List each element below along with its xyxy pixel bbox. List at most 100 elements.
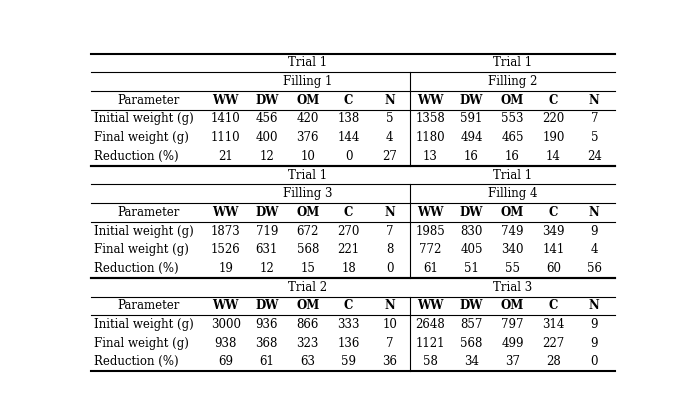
Text: 9: 9 [591,225,598,238]
Text: OM: OM [296,299,320,313]
Text: DW: DW [255,299,279,313]
Text: 69: 69 [218,355,233,368]
Text: 772: 772 [419,243,442,256]
Text: N: N [589,299,600,313]
Text: 1358: 1358 [416,112,445,125]
Text: DW: DW [460,94,483,107]
Text: 553: 553 [501,112,523,125]
Text: WW: WW [417,94,444,107]
Text: N: N [589,94,600,107]
Text: 270: 270 [338,225,360,238]
Text: 56: 56 [587,262,602,275]
Text: 797: 797 [501,318,523,331]
Text: 61: 61 [423,262,438,275]
Text: 568: 568 [460,337,483,350]
Text: 61: 61 [259,355,274,368]
Text: 368: 368 [256,337,278,350]
Text: WW: WW [213,299,239,313]
Text: WW: WW [213,206,239,219]
Text: Initial weight (g): Initial weight (g) [94,318,193,331]
Text: 1410: 1410 [211,112,241,125]
Text: 227: 227 [542,337,565,350]
Text: 12: 12 [259,150,274,163]
Text: 9: 9 [591,337,598,350]
Text: 37: 37 [505,355,520,368]
Text: 220: 220 [542,112,565,125]
Text: 400: 400 [255,131,278,144]
Text: 59: 59 [341,355,356,368]
Text: Trial 3: Trial 3 [493,281,532,294]
Text: 21: 21 [218,150,233,163]
Text: 1180: 1180 [416,131,445,144]
Text: 24: 24 [587,150,602,163]
Text: N: N [384,206,395,219]
Text: 349: 349 [542,225,565,238]
Text: 631: 631 [256,243,278,256]
Text: 13: 13 [423,150,438,163]
Text: Initial weight (g): Initial weight (g) [94,225,193,238]
Text: 314: 314 [542,318,565,331]
Text: 1526: 1526 [211,243,241,256]
Text: 3000: 3000 [211,318,241,331]
Text: 465: 465 [501,131,523,144]
Text: Parameter: Parameter [117,94,180,107]
Text: Trial 1: Trial 1 [493,168,532,181]
Text: C: C [344,299,353,313]
Text: 0: 0 [345,150,353,163]
Text: 405: 405 [460,243,483,256]
Text: 456: 456 [255,112,278,125]
Text: 830: 830 [460,225,483,238]
Text: 9: 9 [591,318,598,331]
Text: WW: WW [417,206,444,219]
Text: 136: 136 [338,337,360,350]
Text: 190: 190 [542,131,565,144]
Text: C: C [549,299,558,313]
Text: Final weight (g): Final weight (g) [94,243,189,256]
Text: 10: 10 [300,150,315,163]
Text: N: N [589,206,600,219]
Text: Reduction (%): Reduction (%) [94,150,178,163]
Text: 4: 4 [591,243,598,256]
Text: 494: 494 [460,131,483,144]
Text: 141: 141 [542,243,565,256]
Text: Reduction (%): Reduction (%) [94,355,178,368]
Text: 36: 36 [382,355,397,368]
Text: 1985: 1985 [416,225,445,238]
Text: 333: 333 [338,318,360,331]
Text: 1121: 1121 [416,337,445,350]
Text: 5: 5 [591,131,598,144]
Text: Parameter: Parameter [117,299,180,313]
Text: Final weight (g): Final weight (g) [94,131,189,144]
Text: Trial 1: Trial 1 [493,56,532,70]
Text: 10: 10 [382,318,397,331]
Text: 15: 15 [300,262,315,275]
Text: 591: 591 [460,112,483,125]
Text: WW: WW [213,94,239,107]
Text: Trial 2: Trial 2 [288,281,327,294]
Text: OM: OM [501,94,524,107]
Text: 7: 7 [386,337,393,350]
Text: 14: 14 [546,150,560,163]
Text: N: N [384,94,395,107]
Text: DW: DW [460,206,483,219]
Text: C: C [344,206,353,219]
Text: 936: 936 [255,318,278,331]
Text: 7: 7 [591,112,598,125]
Text: 0: 0 [591,355,598,368]
Text: 221: 221 [338,243,359,256]
Text: 376: 376 [296,131,319,144]
Text: OM: OM [501,299,524,313]
Text: 51: 51 [464,262,479,275]
Text: 28: 28 [546,355,560,368]
Text: 27: 27 [382,150,397,163]
Text: 19: 19 [218,262,233,275]
Text: N: N [384,299,395,313]
Text: 2648: 2648 [416,318,445,331]
Text: 5: 5 [386,112,393,125]
Text: 323: 323 [296,337,319,350]
Text: 1873: 1873 [211,225,241,238]
Text: WW: WW [417,299,444,313]
Text: 16: 16 [464,150,479,163]
Text: Trial 1: Trial 1 [288,168,327,181]
Text: 12: 12 [259,262,274,275]
